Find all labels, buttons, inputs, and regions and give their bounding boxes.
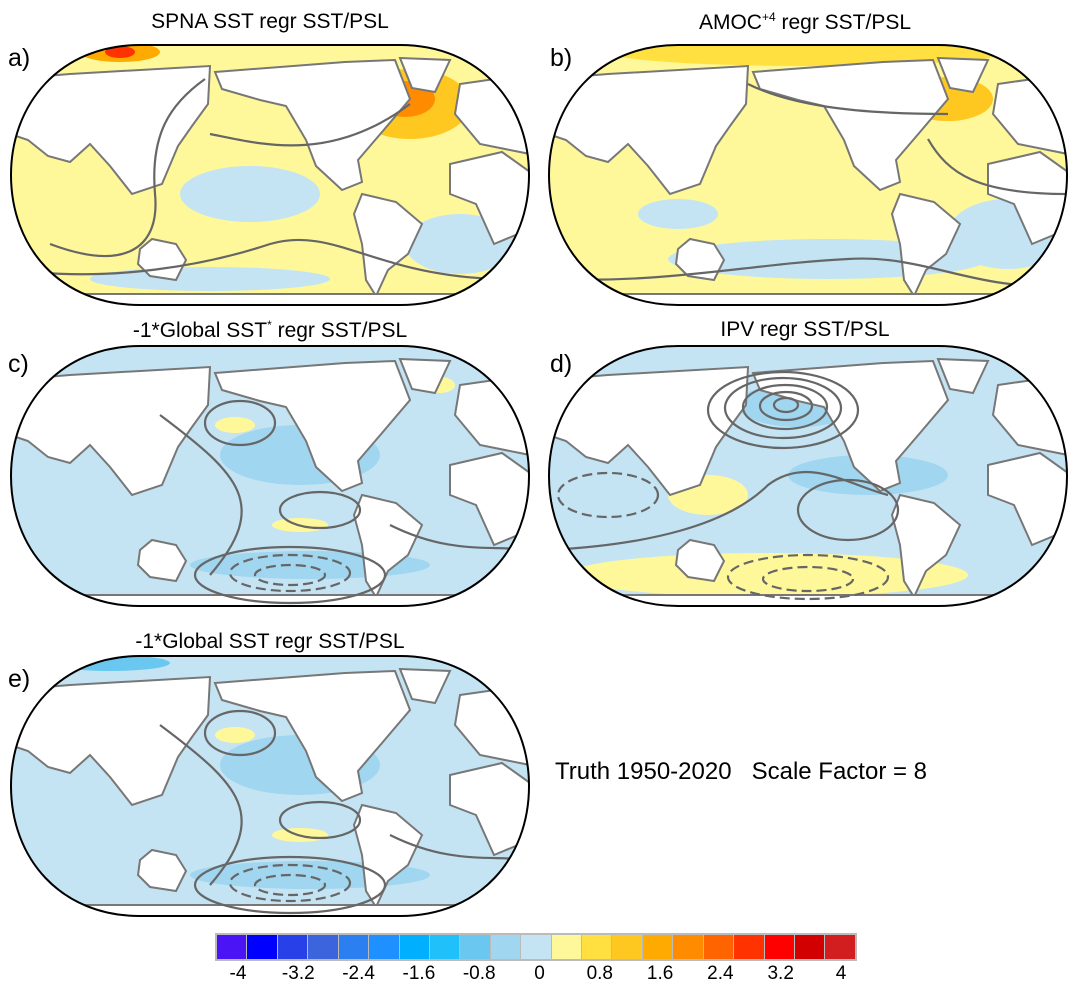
panel-e-title: -1*Global SST regr SST/PSL [135,630,405,653]
panel-c-label: c) [8,350,29,378]
map-panel-a [10,44,530,306]
colorbar-box [795,935,825,959]
colorbar-tick-label: -0.8 [462,963,496,984]
colorbar [215,933,857,961]
panel-b-title-rest: regr SST/PSL [775,11,912,34]
colorbar-box [825,935,855,959]
colorbar-box [734,935,764,959]
colorbar-tick-label: -1.6 [402,963,436,984]
colorbar-tick-label: 0 [534,963,545,984]
panel-a-title: SPNA SST regr SST/PSL [151,10,389,33]
colorbar-box [308,935,338,959]
panel-b-title-sup: +4 [761,10,776,24]
colorbar-tick-label: 4 [835,963,847,984]
panel-e-label: e) [8,665,31,693]
colorbar-box [217,935,247,959]
panel-c-title: -1*Global SST* regr SST/PSL [10,318,530,343]
colorbar-box [582,935,612,959]
panel-b-title-main: AMOC [698,11,762,34]
colorbar-box [490,935,521,959]
colorbar-tick-label: 0.8 [586,963,614,984]
map-panel-b [548,44,1068,306]
panel-c-title-sup: * [267,318,272,332]
panel-a-label: a) [8,44,31,72]
colorbar-tick-label: 2.4 [707,963,734,984]
colorbar-tick-label: -2.4 [342,963,375,984]
panel-b-label: b) [550,44,573,72]
colorbar-box [460,935,490,959]
colorbar-box [612,935,642,959]
panel-c-title-rest: regr SST/PSL [271,319,408,342]
info-text: Truth 1950-2020 Scale Factor = 8 [555,758,927,786]
panel-d-label: d) [550,350,573,378]
colorbar-box [642,935,673,959]
colorbar-box [399,935,429,959]
truth-period: Truth 1950-2020 [555,758,732,785]
colorbar-box [338,935,369,959]
colorbar-box [703,935,734,959]
colorbar-box [429,935,460,959]
colorbar-box [247,935,277,959]
panel-d-title: IPV regr SST/PSL [720,318,890,341]
colorbar-box [673,935,703,959]
colorbar-tick-label: 3.2 [767,963,794,984]
scale-factor: Scale Factor = 8 [751,758,928,785]
colorbar-box [369,935,399,959]
map-panel-c [10,345,530,607]
colorbar-tick-label: 1.6 [646,963,674,984]
colorbar-box [551,935,582,959]
colorbar-box [764,935,795,959]
colorbar-tick-label: -4 [229,963,247,984]
panel-c-title-main: -1*Global SST [132,319,268,342]
colorbar-box [521,935,551,959]
colorbar-tick-label: -3.2 [281,963,315,984]
colorbar-box [277,935,308,959]
map-panel-d [548,345,1068,607]
map-panel-e [10,655,530,917]
panel-b-title: AMOC+4 regr SST/PSL [545,10,1065,35]
